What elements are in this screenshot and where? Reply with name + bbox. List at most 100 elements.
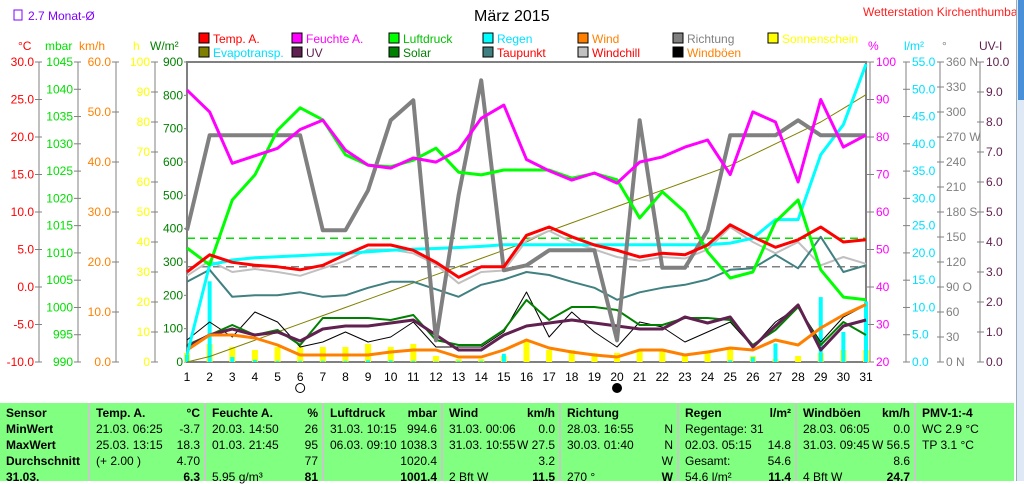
axis-tick-label: 40 bbox=[137, 235, 151, 249]
legend-label: Luftdruck bbox=[403, 32, 453, 46]
cell-value: km/h bbox=[881, 406, 910, 420]
cell-value: 1001.4 bbox=[400, 470, 437, 484]
sunshine-bar bbox=[229, 347, 236, 362]
rain-bar bbox=[275, 360, 280, 362]
axis-tick-label: 10 bbox=[137, 325, 151, 339]
axis-tick-label: 120 bbox=[946, 255, 966, 269]
cell-label: 30.03. 01:40 bbox=[567, 438, 634, 452]
axis-unit: % bbox=[868, 39, 879, 53]
sunshine-bar bbox=[727, 347, 734, 362]
legend-swatch bbox=[291, 32, 303, 44]
axis-tick-label: 0.0 bbox=[17, 280, 34, 294]
scrollbar-thumb[interactable] bbox=[1018, 0, 1024, 100]
cell-label: Gesamt: bbox=[685, 454, 731, 468]
axis-tick-label: 600 bbox=[163, 155, 183, 169]
sunshine-bar bbox=[274, 347, 281, 362]
axis-tick-label: 1040 bbox=[46, 82, 73, 96]
axis-tick-label: 1035 bbox=[46, 110, 73, 124]
x-tick-label: 16 bbox=[520, 370, 534, 384]
legend-swatch bbox=[291, 46, 303, 58]
sunshine-bar bbox=[704, 353, 711, 362]
cell-value: W bbox=[661, 454, 673, 468]
axis-tick-label: 30.0 bbox=[88, 205, 112, 219]
cell-value: mbar bbox=[407, 406, 437, 420]
axis-tick-label: 15.0 bbox=[11, 168, 35, 182]
axis-tick-label: 60 bbox=[946, 305, 960, 319]
cell-value: km/h bbox=[526, 406, 555, 420]
x-tick-label: 15 bbox=[497, 370, 511, 384]
legend-label: Windböen bbox=[687, 46, 741, 60]
cell-label: Durchschnitt bbox=[6, 454, 81, 468]
axis-tick-label: -10.0 bbox=[7, 355, 35, 369]
legend-swatch bbox=[672, 32, 684, 44]
axis-tick-label: 20 bbox=[137, 295, 151, 309]
axis-tick-label: 0 bbox=[143, 355, 150, 369]
axis-tick-label: 90 bbox=[876, 93, 890, 107]
sunshine-bar bbox=[523, 341, 530, 362]
axis-unit: ° bbox=[942, 39, 947, 53]
axis-tick-label: 0 bbox=[176, 355, 183, 369]
axis-tick-label: 30.0 bbox=[912, 191, 936, 205]
axis-tick-label: 995 bbox=[53, 328, 73, 342]
axis-tick-label: 4.0 bbox=[986, 235, 1003, 249]
cell-value: 6.3 bbox=[183, 470, 200, 484]
table-column: Sensor MinWert MaxWert Durchschnitt 31.03. bbox=[0, 403, 88, 484]
x-tick-label: 31 bbox=[859, 370, 873, 384]
x-tick-label: 28 bbox=[791, 370, 805, 384]
legend-swatch bbox=[672, 46, 684, 58]
rain-bar bbox=[185, 354, 189, 362]
axis-tick-label: 1020 bbox=[46, 191, 73, 205]
x-tick-label: 10 bbox=[384, 370, 398, 384]
series-luftdruck bbox=[186, 106, 867, 302]
x-tick-label: 20 bbox=[610, 370, 624, 384]
cell-label: 31.03. 10:55 bbox=[449, 438, 516, 452]
x-tick-label: 29 bbox=[814, 370, 828, 384]
cell-label: 2 Bft W bbox=[449, 470, 489, 484]
series-taupunkt bbox=[186, 235, 867, 301]
sunshine-bar bbox=[681, 356, 688, 362]
x-tick-label: 9 bbox=[365, 370, 372, 384]
axis-tick-label: 1015 bbox=[46, 219, 73, 233]
axis-tick-label: 990 bbox=[53, 355, 73, 369]
axis-unit: UV-I bbox=[979, 39, 1002, 53]
table-column: Temp. A. °C 21.03. 06:25 -3.7 25.03. 13:15 18… bbox=[88, 403, 206, 484]
plot-area bbox=[186, 61, 867, 363]
axis-tick-label: 360 N bbox=[946, 55, 978, 69]
rain-bar bbox=[479, 360, 484, 362]
axis-tick-label: 0 N bbox=[946, 355, 965, 369]
axis-tick-label: 40.0 bbox=[88, 155, 112, 169]
axis-tick-label: 30 bbox=[946, 330, 960, 344]
table-column: Windböen km/h 28.03. 06:05 0.0 31.03. 09:45 W… bbox=[795, 403, 916, 484]
axis-tick-label: 30.0 bbox=[11, 55, 35, 69]
cell-label: 5.95 g/m³ bbox=[212, 470, 263, 484]
table-column: Luftdruck mbar 31.03. 10:15 994.6 06.03. 09:… bbox=[322, 403, 443, 484]
cell-label: 54.6 l/m² bbox=[685, 470, 732, 484]
legend-swatch bbox=[577, 46, 589, 58]
cell-value: -3.7 bbox=[179, 422, 200, 436]
cell-value: 0.0 bbox=[893, 422, 910, 436]
sunshine-bar bbox=[636, 350, 643, 362]
axis-tick-label: 20.0 bbox=[88, 255, 112, 269]
statistics-table: Sensor MinWert MaxWert Durchschnitt 31.03. Te… bbox=[0, 403, 1014, 484]
cell-value: 11.5 bbox=[532, 470, 555, 484]
axis-tick-label: 0.0 bbox=[912, 355, 929, 369]
cell-value: 1020.4 bbox=[400, 454, 437, 468]
cell-value: 994.6 bbox=[406, 422, 437, 436]
axis-tick-label: 6.0 bbox=[986, 175, 1003, 189]
axis-tick-label: 20.0 bbox=[11, 130, 35, 144]
cell-value: 26 bbox=[304, 422, 318, 436]
cell-label: 28.03. 06:05 bbox=[803, 422, 870, 436]
x-tick-label: 1 bbox=[184, 370, 191, 384]
axis-unit: mbar bbox=[45, 39, 72, 53]
legend-label: Sonnenschein bbox=[782, 32, 858, 46]
cell-label: 4 Bft W bbox=[803, 470, 843, 484]
x-tick-label: 3 bbox=[229, 370, 236, 384]
axis-unit: l/m² bbox=[904, 39, 924, 53]
rain-bar bbox=[864, 301, 868, 362]
axis-tick-label: 5.0 bbox=[986, 205, 1003, 219]
monthly-avg-label: 2.7 Monat-Ø bbox=[28, 9, 95, 23]
axis-tick-label: 70 bbox=[137, 145, 151, 159]
legend-swatch bbox=[198, 46, 210, 58]
cell-label: 01.03. 21:45 bbox=[212, 438, 279, 452]
scrollbar[interactable] bbox=[1016, 0, 1024, 481]
